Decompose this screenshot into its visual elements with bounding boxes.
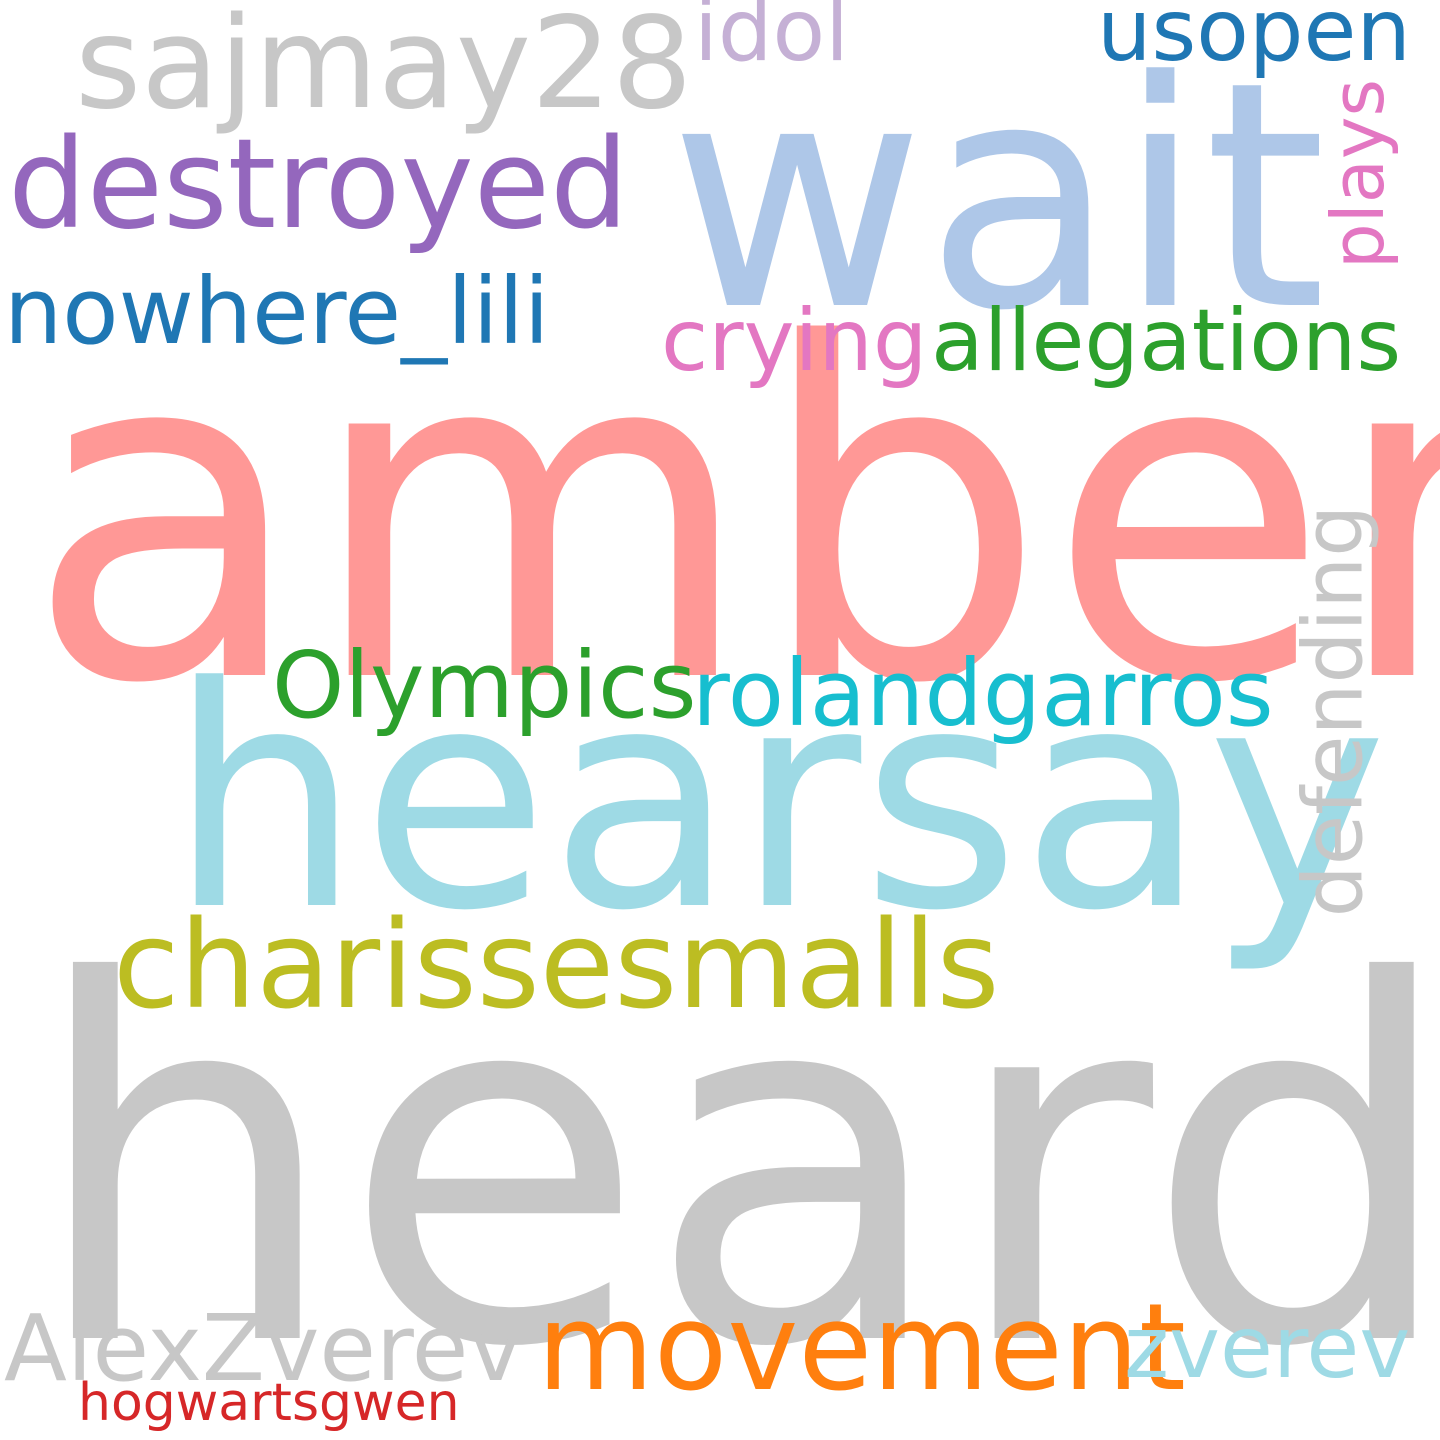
word-rolandgarros: rolandgarros: [692, 640, 1274, 747]
word-destroyed: destroyed: [8, 113, 629, 257]
word-defending: defending: [1286, 504, 1382, 918]
word-idol: idol: [694, 0, 849, 81]
word-hogwartsgwen: hogwartsgwen: [78, 1373, 460, 1433]
word-nowhere-lili: nowhere_lili: [4, 258, 550, 365]
word-charissesmalls: charissesmalls: [113, 895, 1000, 1036]
word-movement: movement: [537, 1279, 1186, 1418]
word-zverev: zverev: [1124, 1298, 1411, 1398]
word-sajmay28: sajmay28: [75, 0, 693, 137]
word-alexzverev: AlexZverev: [4, 1295, 523, 1402]
word-usopen: usopen: [1097, 0, 1411, 81]
word-wait: wait: [669, 14, 1327, 379]
word-olympics: Olympics: [272, 632, 697, 739]
word-amber: amber: [25, 249, 1440, 784]
word-crying: crying: [661, 291, 928, 391]
word-hearsay: hearsay: [168, 622, 1388, 977]
word-heard: heard: [28, 879, 1440, 1440]
word-plays: plays: [1315, 79, 1400, 269]
word-allegations: allegations: [931, 291, 1402, 391]
